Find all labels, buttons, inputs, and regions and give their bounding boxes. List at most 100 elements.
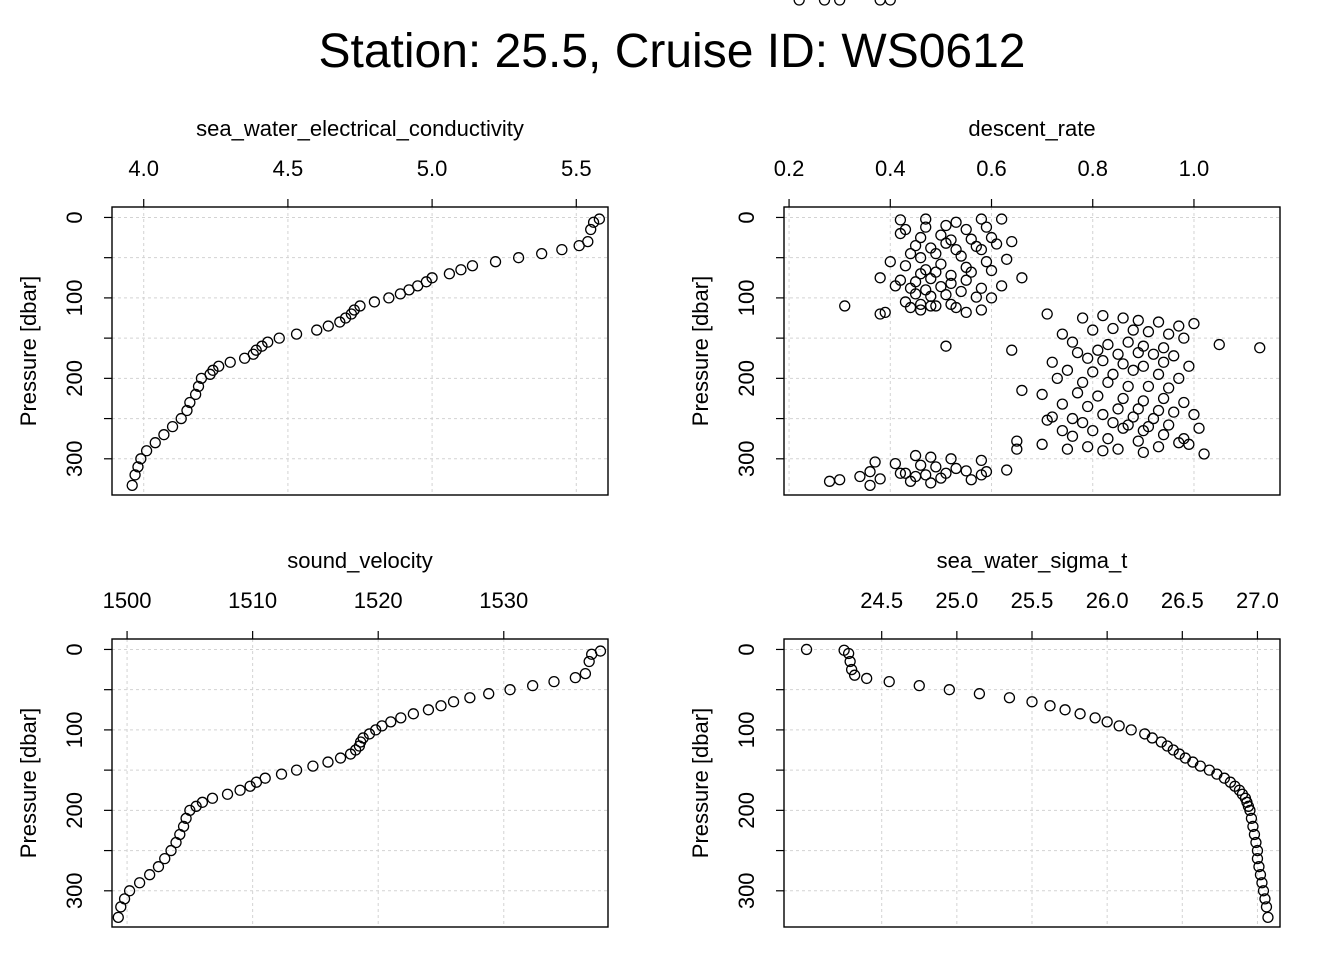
data-point: [925, 451, 937, 463]
data-point: [196, 796, 209, 808]
data-point: [909, 239, 922, 252]
data-point: [1211, 768, 1223, 780]
data-point: [112, 911, 124, 923]
y-tick-label: 300: [734, 872, 759, 909]
data-point: [1051, 372, 1063, 385]
data-point: [889, 457, 901, 470]
data-point: [536, 248, 548, 260]
panel-title: sea_water_electrical_conductivity: [196, 116, 524, 141]
data-point: [175, 412, 187, 425]
data-point: [1152, 404, 1165, 417]
data-point: [1132, 314, 1144, 327]
data-point: [1117, 392, 1129, 405]
data-point: [1011, 443, 1023, 455]
data-point: [1107, 322, 1119, 335]
data-point: [879, 306, 891, 319]
data-point: [1112, 443, 1124, 455]
data-point: [1066, 336, 1079, 348]
panel-conductivity: sea_water_electrical_conductivity Pressu…: [16, 116, 609, 496]
data-point: [975, 282, 988, 294]
data-point: [945, 453, 957, 465]
data-point: [1066, 412, 1079, 425]
data-point: [1113, 720, 1125, 732]
data-point: [1092, 344, 1104, 356]
data-point: [920, 284, 932, 296]
panel-title: sound_velocity: [287, 548, 433, 573]
data-point: [426, 272, 438, 284]
data-point: [1257, 885, 1270, 897]
data-point: [587, 216, 600, 228]
data-point: [149, 437, 161, 449]
data-point: [1102, 433, 1114, 445]
y-tick-label: 200: [734, 792, 759, 829]
data-point: [158, 429, 170, 441]
data-point: [1056, 398, 1069, 410]
data-point: [239, 352, 251, 364]
plot-frame: [783, 206, 1281, 496]
data-point: [192, 380, 205, 393]
data-point: [1087, 324, 1099, 336]
data-point: [935, 258, 947, 270]
data-point: [1082, 400, 1094, 413]
data-point: [1146, 732, 1158, 744]
data-point: [800, 643, 813, 656]
data-point: [1256, 877, 1268, 889]
y-tick-label: 0: [62, 643, 87, 655]
data-point: [874, 0, 886, 6]
data-point: [1132, 403, 1144, 415]
data-point: [234, 784, 246, 796]
data-point: [152, 861, 165, 873]
y-tick-label: 0: [734, 211, 759, 223]
data-point: [915, 304, 927, 316]
x-tick-label: 0.4: [875, 156, 906, 181]
data-point: [1061, 364, 1074, 376]
data-point: [275, 768, 288, 780]
data-point: [1097, 309, 1109, 322]
data-point: [1157, 429, 1170, 441]
data-point: [1127, 411, 1139, 423]
y-tick-label: 200: [62, 360, 87, 397]
data-point: [1254, 342, 1266, 354]
data-point: [504, 684, 516, 696]
x-tick-label: 27.0: [1236, 588, 1279, 613]
panel-title: sea_water_sigma_t: [937, 548, 1128, 573]
data-point: [1173, 320, 1185, 332]
data-point: [290, 764, 303, 776]
data-point: [995, 280, 1008, 292]
x-tick-label: 4.0: [128, 156, 159, 181]
data-point: [965, 266, 977, 278]
y-tick-label: 300: [62, 440, 87, 477]
data-point: [435, 700, 447, 712]
data-point: [909, 288, 922, 300]
data-point: [861, 672, 873, 685]
data-point: [363, 728, 376, 740]
data-point: [1107, 368, 1119, 380]
data-point: [950, 216, 962, 228]
data-point: [1167, 744, 1179, 756]
data-point: [290, 328, 303, 340]
data-point: [165, 844, 177, 857]
data-point: [1122, 336, 1134, 348]
data-point: [1194, 760, 1206, 772]
data-point: [586, 648, 598, 660]
data-point: [1251, 852, 1264, 865]
data-point: [129, 469, 141, 481]
data-point: [159, 852, 171, 865]
data-point: [884, 0, 896, 6]
data-point: [1046, 356, 1058, 368]
data-point: [1076, 376, 1089, 389]
data-point: [940, 289, 952, 301]
data-point: [940, 340, 952, 352]
data-point: [1253, 861, 1265, 873]
data-point: [884, 256, 896, 268]
data-point: [1152, 316, 1165, 328]
data-point: [1127, 364, 1139, 376]
y-tick-label: 0: [734, 643, 759, 655]
x-tick-label: 0.6: [976, 156, 1007, 181]
data-point: [1076, 312, 1089, 324]
data-point: [455, 264, 467, 276]
data-point: [262, 336, 274, 348]
data-point: [965, 233, 977, 245]
data-point: [383, 292, 395, 304]
data-point: [1127, 324, 1139, 336]
